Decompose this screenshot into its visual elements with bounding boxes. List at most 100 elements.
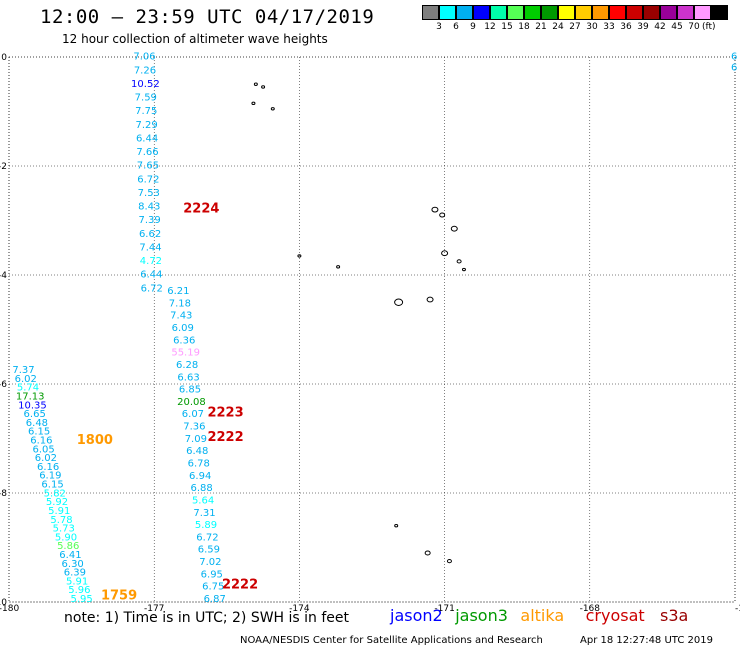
map-grid	[8, 56, 736, 603]
wave-height-label: 4.72	[140, 256, 162, 267]
colorbar-tick-label: 36	[620, 22, 632, 32]
wave-height-label: 6.62	[139, 229, 161, 240]
pass-time-label: 2223	[207, 406, 243, 421]
colorbar-swatch	[660, 5, 677, 20]
island-outline	[336, 265, 341, 269]
map-frame	[8, 56, 736, 603]
wave-height-label: 8.43	[138, 202, 160, 213]
wave-height-label: 6.41	[59, 550, 81, 561]
map-axes: -180 -177 -174 -171 -168 -165 0 -2 -4 -6 -8 -10	[0, 53, 740, 614]
colorbar-swatch	[439, 5, 456, 20]
wave-height-label: 6.09	[172, 323, 194, 334]
wave-height-label: 6.72	[196, 532, 218, 543]
longitude-tick-label: -180	[0, 604, 19, 614]
wave-height-label: 6.15	[28, 427, 50, 438]
colorbar-swatch	[694, 5, 711, 20]
wave-height-label: 6.19	[39, 471, 61, 482]
island-outline	[446, 559, 452, 564]
wave-height-label: 7.09	[185, 434, 207, 445]
island-outline	[270, 107, 275, 111]
wave-height-label: 6.36	[173, 335, 195, 346]
wave-height-label: 5.74	[17, 383, 39, 394]
colorbar-swatch	[592, 5, 609, 20]
island-outline	[261, 85, 266, 89]
island-outline	[450, 225, 458, 232]
wave-height-label: 6.44	[140, 270, 162, 281]
wave-height-label: 6.65	[24, 409, 46, 420]
pass-time-label: 1759	[101, 588, 137, 603]
wave-height-label: 7.31	[193, 508, 215, 519]
satellite-name: cryosat	[585, 606, 645, 625]
wave-height-label: 6.95	[201, 569, 223, 580]
colorbar-swatch	[422, 5, 439, 20]
wave-height-label: 6.39	[64, 568, 86, 579]
wave-height-label: 6.59	[198, 545, 220, 556]
wave-height-label: 6.87	[204, 594, 226, 605]
map-subtitle: 12 hour collection of altimeter wave hei…	[62, 32, 328, 46]
colorbar-swatch	[456, 5, 473, 20]
wave-height-label: 6.75	[202, 582, 224, 593]
satellite-name: altika	[520, 606, 565, 625]
colorbar-tick-label: 24	[552, 22, 564, 32]
island-outline	[441, 250, 449, 257]
pass-time-label: 2224	[183, 201, 219, 216]
wave-height-label: 7.65	[137, 161, 159, 172]
wave-height-label: 7.59	[135, 93, 157, 104]
colorbar-swatch	[541, 5, 558, 20]
satellite-name: s3a	[660, 606, 689, 625]
wave-height-label: 6.21	[167, 286, 189, 297]
wave-height-label: 7.36	[183, 422, 205, 433]
wave-height-label: 17.13	[16, 392, 45, 403]
wave-height-label: 5.89	[195, 520, 217, 531]
generated-timestamp: Apr 18 12:27:48 UTC 2019	[580, 635, 713, 646]
colorbar-tick-label: 6	[453, 22, 459, 32]
pass-time-label: 1800	[77, 433, 113, 448]
wave-height-label: 10.52	[131, 79, 160, 90]
wave-height-label: 6.02	[35, 453, 57, 464]
island-outline	[456, 259, 462, 264]
wave-height-label: 6.07	[182, 409, 204, 420]
wave-height-label: 6.94	[189, 471, 211, 482]
island-outline	[426, 296, 434, 303]
latitude-tick-label: -10	[0, 598, 7, 608]
wave-height-label: 6.88	[190, 483, 212, 494]
wave-height-label: 6.44	[136, 133, 158, 144]
wave-height-label: 6.85	[179, 385, 201, 396]
colorbar-tick-label: 18	[518, 22, 530, 32]
colorbar-tick-label: 27	[569, 22, 581, 32]
island-outline	[431, 206, 439, 213]
island-outline	[251, 101, 256, 106]
colorbar-swatch	[507, 5, 524, 20]
wave-height-label: 6.48	[26, 418, 48, 429]
wave-height-label: 6.63	[177, 372, 199, 383]
wave-height-label: 5.64	[192, 495, 214, 506]
wave-height-label: 6.16	[37, 462, 59, 473]
wave-height-label: 7.75	[135, 106, 157, 117]
island-outline	[439, 212, 446, 218]
island-outlines	[251, 82, 466, 564]
wave-height-label: 6	[731, 63, 737, 74]
wave-height-label: 6.15	[41, 480, 63, 491]
island-outline	[297, 254, 302, 258]
colorbar-tick-label: 30	[586, 22, 598, 32]
altimeter-tracks: 7.06 7.26 10.52 7.59 7.75 7.29 6.44 7.66 7.65 6.7…	[12, 52, 737, 605]
colorbar-tick-label: 21	[535, 22, 547, 32]
longitude-tick-label: -174	[289, 604, 310, 614]
colorbar-swatch	[558, 5, 575, 20]
latitude-tick-label: -8	[0, 489, 7, 499]
wave-height-label: 7.26	[134, 65, 156, 76]
island-outline	[253, 82, 258, 86]
wave-height-label: 6.16	[30, 436, 52, 447]
longitude-tick-label: -168	[580, 604, 601, 614]
pass-time-label: 2222	[222, 577, 258, 592]
wave-height-label: 7.66	[136, 147, 158, 158]
colorbar-tick-label: 12	[484, 22, 496, 32]
pass-time-label: 2222	[207, 430, 243, 445]
wave-height-label: 7.29	[136, 120, 158, 131]
latitude-tick-label: -2	[0, 162, 7, 172]
wave-height-label: 7.37	[12, 365, 34, 376]
colorbar-swatch	[473, 5, 490, 20]
wave-height-label: 5.90	[55, 532, 77, 543]
island-outline	[424, 550, 431, 556]
